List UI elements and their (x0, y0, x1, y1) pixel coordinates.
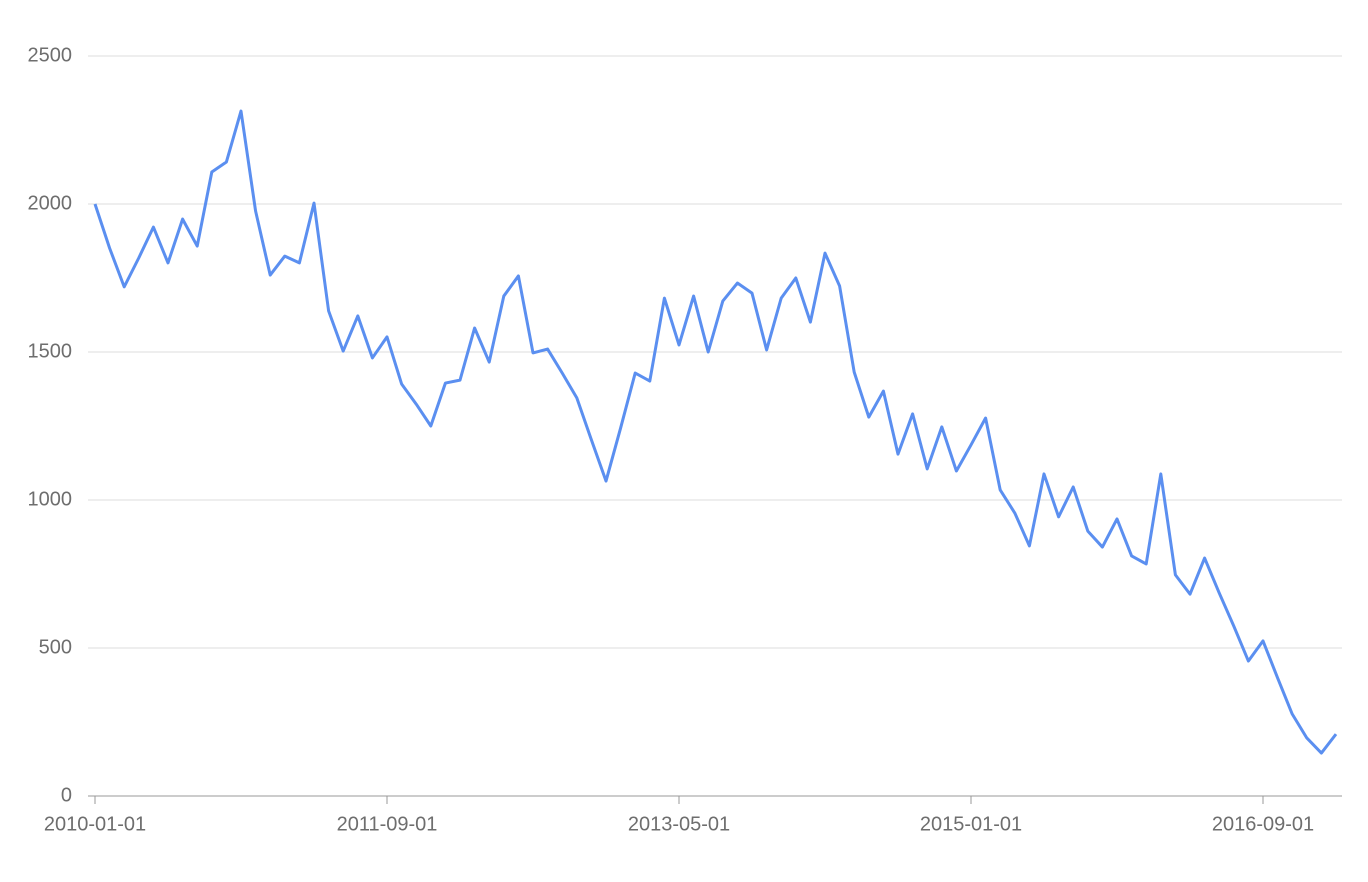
x-tick-label: 2011-09-01 (337, 813, 438, 835)
y-tick-label: 2000 (28, 192, 73, 214)
x-tick-label: 2015-01-01 (920, 813, 1022, 835)
y-tick-label: 1500 (28, 340, 73, 362)
y-tick-label: 1000 (28, 488, 73, 510)
line-series (93, 109, 1338, 755)
x-tick-label: 2013-05-01 (628, 813, 730, 835)
y-tick-label: 500 (39, 636, 72, 658)
x-tick-label: 2010-01-01 (44, 813, 146, 835)
y-tick-label: 0 (61, 784, 72, 806)
y-tick-label: 2500 (28, 44, 73, 66)
x-tick-label: 2016-09-01 (1212, 813, 1314, 835)
